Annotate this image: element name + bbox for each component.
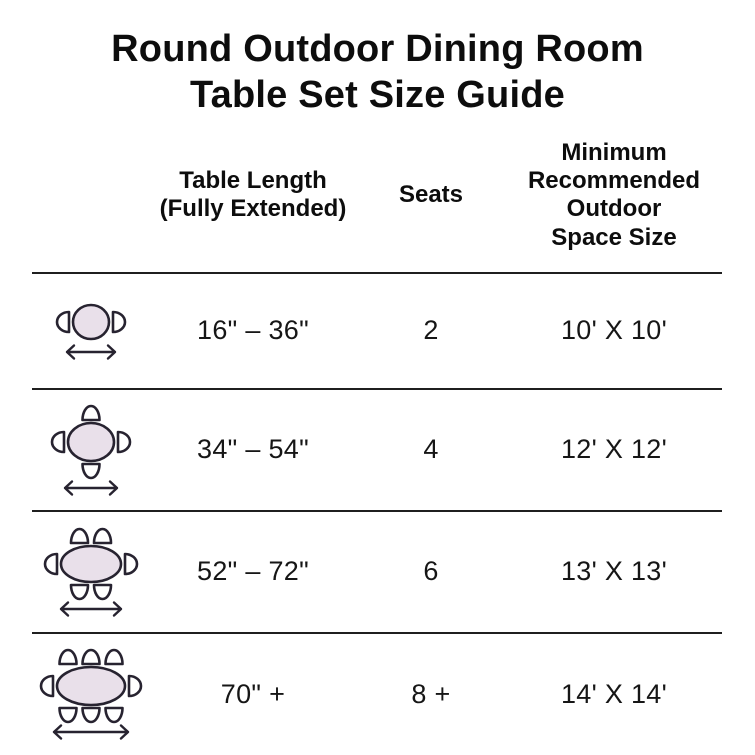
table-length-value: 70" +	[220, 678, 286, 709]
column-header-space-size: Minimum Recommended Outdoor Space Size	[527, 138, 701, 251]
table-row: 34" – 54" 4 12' X 12'	[32, 387, 722, 510]
table-row: 16" – 36" 2 10' X 10'	[32, 271, 722, 388]
seats-value: 6	[423, 556, 439, 587]
table-length-value: 34" – 54"	[197, 434, 309, 465]
column-header-table-length: Table Length (Fully Extended)	[159, 166, 347, 223]
table-8-chairs-icon	[26, 640, 156, 748]
table-6-chairs-icon	[26, 518, 156, 626]
page-title-line1: Round Outdoor Dining Room	[111, 28, 644, 70]
space-size-value: 10' X 10'	[560, 315, 668, 346]
column-header-seats: Seats	[398, 181, 464, 209]
table-header-row: Table Length (Fully Extended) Seats Mini…	[32, 119, 722, 272]
space-size-value: 13' X 13'	[560, 556, 668, 587]
table-row: 70" + 8 + 14' X 14'	[32, 631, 722, 755]
space-size-value: 12' X 12'	[560, 434, 668, 465]
seats-value: 4	[423, 434, 439, 465]
table-2-chairs-icon	[26, 277, 156, 385]
seats-value: 2	[423, 315, 439, 346]
table-4-chairs-icon	[26, 396, 156, 504]
table-length-value: 16" – 36"	[197, 315, 309, 346]
space-size-value: 14' X 14'	[560, 678, 668, 709]
seats-value: 8 +	[411, 678, 451, 709]
page-title: Round Outdoor Dining Room Table Set Size…	[0, 0, 755, 119]
table-length-value: 52" – 72"	[197, 556, 309, 587]
table-row: 52" – 72" 6 13' X 13'	[32, 509, 722, 632]
page-title-line2: Table Set Size Guide	[190, 74, 565, 117]
